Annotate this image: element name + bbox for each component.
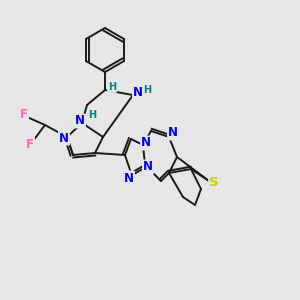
Text: N: N [133,85,143,98]
Text: N: N [168,127,178,140]
Text: N: N [59,131,69,145]
Text: F: F [26,137,34,151]
Text: F: F [20,109,28,122]
Text: N: N [75,115,85,128]
Text: H: H [108,82,116,92]
Text: N: N [143,160,153,173]
Text: N: N [124,172,134,184]
Text: H: H [143,85,151,95]
Text: N: N [141,136,151,149]
Text: S: S [209,176,219,190]
Text: H: H [88,110,96,120]
